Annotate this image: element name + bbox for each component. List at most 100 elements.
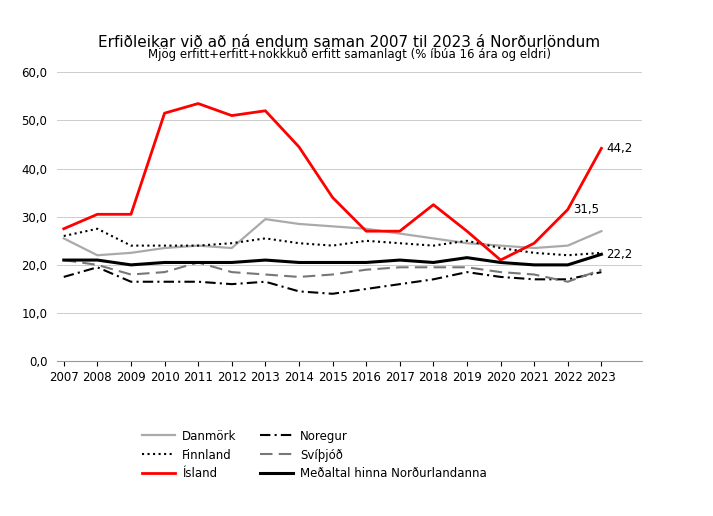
Danmörk [227, 245, 236, 251]
Ísland [160, 110, 169, 116]
Meðaltal hinna Norðurlandanna [127, 262, 135, 268]
Meðaltal hinna Norðurlandanna [463, 254, 471, 261]
Noregur [93, 264, 102, 270]
Finnland [496, 245, 505, 251]
Finnland [294, 240, 303, 246]
Svíþjóð [294, 274, 303, 280]
Ísland [93, 211, 102, 217]
Text: Mjög erfitt+erfitt+nokkkuð erfitt samanlagt (% íbúa 16 ára og eldri): Mjög erfitt+erfitt+nokkkuð erfitt samanl… [148, 47, 551, 61]
Svíþjóð [127, 271, 135, 278]
Meðaltal hinna Norðurlandanna [429, 260, 438, 266]
Ísland [396, 228, 404, 234]
Meðaltal hinna Norðurlandanna [597, 251, 605, 257]
Line: Finnland: Finnland [63, 229, 601, 255]
Ísland [597, 145, 605, 151]
Noregur [227, 281, 236, 287]
Svíþjóð [496, 269, 505, 275]
Danmörk [93, 252, 102, 259]
Noregur [362, 286, 371, 292]
Ísland [227, 112, 236, 119]
Noregur [429, 276, 438, 282]
Meðaltal hinna Norðurlandanna [496, 260, 505, 266]
Finnland [261, 235, 270, 241]
Svíþjóð [328, 271, 337, 278]
Danmörk [597, 228, 605, 234]
Noregur [294, 288, 303, 295]
Finnland [227, 240, 236, 246]
Svíþjóð [59, 257, 68, 263]
Meðaltal hinna Norðurlandanna [227, 260, 236, 266]
Svíþjóð [463, 264, 471, 270]
Danmörk [160, 245, 169, 251]
Meðaltal hinna Norðurlandanna [362, 260, 371, 266]
Danmörk [362, 225, 371, 232]
Danmörk [261, 216, 270, 222]
Finnland [530, 250, 538, 256]
Noregur [530, 276, 538, 282]
Svíþjóð [597, 267, 605, 273]
Danmörk [530, 245, 538, 251]
Ísland [194, 101, 202, 107]
Finnland [328, 243, 337, 249]
Text: 31,5: 31,5 [573, 203, 599, 216]
Text: 44,2: 44,2 [607, 142, 632, 155]
Danmörk [563, 243, 572, 249]
Svíþjóð [530, 271, 538, 278]
Finnland [59, 233, 68, 239]
Ísland [429, 202, 438, 208]
Svíþjóð [362, 267, 371, 273]
Finnland [127, 243, 135, 249]
Line: Ísland: Ísland [63, 104, 601, 260]
Ísland [530, 240, 538, 246]
Meðaltal hinna Norðurlandanna [328, 260, 337, 266]
Svíþjóð [396, 264, 404, 270]
Finnland [429, 243, 438, 249]
Danmörk [294, 221, 303, 227]
Meðaltal hinna Norðurlandanna [160, 260, 169, 266]
Ísland [127, 211, 135, 217]
Danmörk [127, 250, 135, 256]
Ísland [328, 195, 337, 201]
Finnland [563, 252, 572, 259]
Noregur [597, 269, 605, 275]
Ísland [463, 228, 471, 234]
Meðaltal hinna Norðurlandanna [396, 257, 404, 263]
Line: Svíþjóð: Svíþjóð [63, 260, 601, 282]
Danmörk [429, 235, 438, 241]
Noregur [261, 279, 270, 285]
Danmörk [194, 243, 202, 249]
Text: 22,2: 22,2 [607, 248, 632, 261]
Meðaltal hinna Norðurlandanna [563, 262, 572, 268]
Ísland [563, 206, 572, 213]
Title: Erfiðleikar við að ná endum saman 2007 til 2023 á Norðurlöndum: Erfiðleikar við að ná endum saman 2007 t… [98, 35, 600, 50]
Svíþjóð [227, 269, 236, 275]
Line: Noregur: Noregur [63, 267, 601, 294]
Ísland [261, 108, 270, 114]
Finnland [160, 243, 169, 249]
Finnland [194, 243, 202, 249]
Noregur [463, 269, 471, 275]
Svíþjóð [261, 271, 270, 278]
Line: Meðaltal hinna Norðurlandanna: Meðaltal hinna Norðurlandanna [63, 254, 601, 265]
Danmörk [496, 243, 505, 249]
Meðaltal hinna Norðurlandanna [530, 262, 538, 268]
Danmörk [463, 240, 471, 246]
Noregur [396, 281, 404, 287]
Meðaltal hinna Norðurlandanna [59, 257, 68, 263]
Svíþjóð [160, 269, 169, 275]
Noregur [328, 291, 337, 297]
Finnland [396, 240, 404, 246]
Line: Danmörk: Danmörk [63, 219, 601, 255]
Noregur [194, 279, 202, 285]
Meðaltal hinna Norðurlandanna [194, 260, 202, 266]
Noregur [563, 276, 572, 282]
Legend: Danmörk, Finnland, Ísland, Noregur, Svíþjóð, Meðaltal hinna Norðurlandanna: Danmörk, Finnland, Ísland, Noregur, Svíþ… [137, 425, 491, 485]
Finnland [362, 238, 371, 244]
Danmörk [328, 223, 337, 230]
Ísland [59, 225, 68, 232]
Ísland [362, 228, 371, 234]
Finnland [597, 250, 605, 256]
Svíþjóð [429, 264, 438, 270]
Svíþjóð [93, 262, 102, 268]
Meðaltal hinna Norðurlandanna [261, 257, 270, 263]
